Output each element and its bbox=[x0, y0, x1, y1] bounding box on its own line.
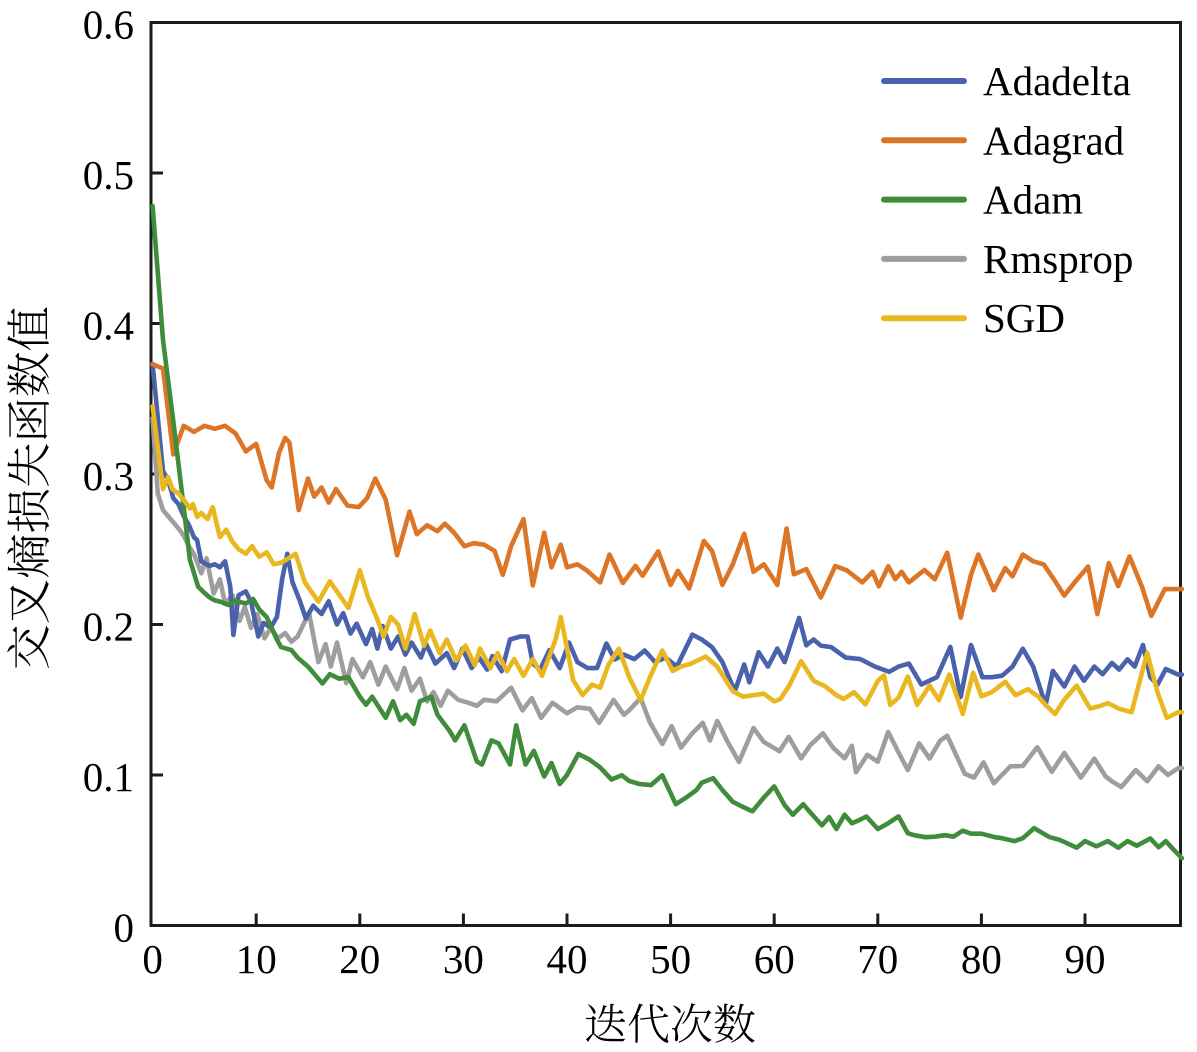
svg-text:0.2: 0.2 bbox=[83, 604, 134, 650]
svg-text:0: 0 bbox=[114, 905, 135, 951]
svg-text:30: 30 bbox=[443, 936, 484, 982]
svg-text:40: 40 bbox=[547, 936, 588, 982]
svg-text:0.5: 0.5 bbox=[83, 152, 134, 198]
svg-text:0.4: 0.4 bbox=[83, 303, 134, 349]
svg-text:Rmsprop: Rmsprop bbox=[983, 236, 1133, 282]
svg-text:80: 80 bbox=[961, 936, 1002, 982]
svg-text:0.1: 0.1 bbox=[83, 754, 134, 800]
svg-text:0: 0 bbox=[142, 936, 163, 982]
svg-text:50: 50 bbox=[650, 936, 691, 982]
svg-text:20: 20 bbox=[339, 936, 380, 982]
svg-text:Adadelta: Adadelta bbox=[983, 58, 1131, 104]
svg-text:0.6: 0.6 bbox=[83, 2, 134, 48]
svg-text:SGD: SGD bbox=[983, 295, 1065, 341]
svg-text:0.3: 0.3 bbox=[83, 453, 134, 499]
svg-text:10: 10 bbox=[236, 936, 277, 982]
svg-text:Adagrad: Adagrad bbox=[983, 117, 1124, 163]
svg-text:70: 70 bbox=[857, 936, 898, 982]
svg-text:Adam: Adam bbox=[983, 177, 1083, 223]
svg-text:90: 90 bbox=[1065, 936, 1106, 982]
svg-text:60: 60 bbox=[754, 936, 795, 982]
